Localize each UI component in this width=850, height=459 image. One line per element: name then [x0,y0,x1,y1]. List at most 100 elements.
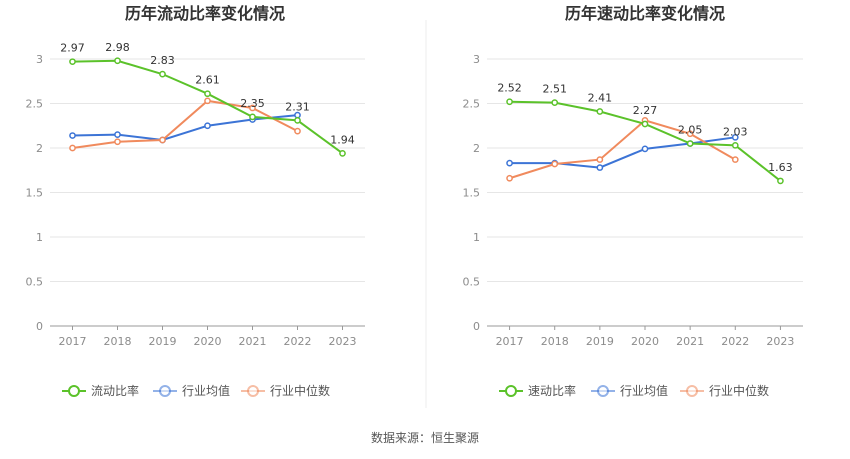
current-ratio-chart: 历年流动比率变化情况 0 0.5 1 1.5 2 2.5 3 2017 2018 2019 2020… [26,4,365,398]
legend-label: 速动比率 [528,383,576,398]
data-point [159,136,166,144]
data-point [686,140,694,147]
series-line [509,136,736,169]
legend-item[interactable]: 速动比率 [499,383,576,398]
y-tick-label: 0.5 [463,276,481,289]
data-point [506,159,513,167]
legend-marker [505,385,517,397]
data-point [731,141,739,149]
legend-label: 流动比率 [91,383,139,398]
data-point [69,144,76,152]
y-tick-label: 0 [473,320,480,333]
data-point [731,133,739,141]
data-point [204,90,211,98]
legend-item[interactable]: 行业均值 [591,383,668,398]
data-point [159,70,166,78]
data-label: 2.52 [497,82,522,95]
series-line [72,99,298,149]
quick-ratio-chart: 历年速动比率变化情况 0 0.5 1 1.5 2 2.5 3 2017 2018 2019 2020… [463,4,803,398]
data-label: 1.94 [330,133,355,146]
data-point [249,113,256,121]
data-point [777,177,784,185]
data-point [596,164,604,171]
legend-marker [686,385,698,397]
data-label: 1.63 [768,161,793,174]
y-tick-label: 0 [36,320,43,333]
x-tick-label: 2017 [59,335,87,348]
legend-label: 行业中位数 [709,383,769,398]
data-point [339,149,346,157]
source-label: 数据来源：恒生聚源 [371,430,479,445]
legend-label: 行业均值 [620,383,668,398]
legend-item[interactable]: 行业中位数 [241,383,330,398]
x-tick-label: 2021 [676,335,704,348]
y-tick-label: 0.5 [26,276,44,289]
x-tick-label: 2021 [239,335,267,348]
data-point [686,130,694,138]
x-tick-label: 2018 [541,335,569,348]
series-line [72,114,298,142]
data-label: 2.05 [678,124,703,137]
data-point [69,58,76,66]
y-tick-label: 3 [473,53,480,66]
series-line [509,119,736,180]
y-tick-label: 1 [36,231,43,244]
y-tick-label: 3 [36,53,43,66]
data-point [294,127,301,135]
data-point [506,98,513,106]
data-label: 2.31 [285,100,310,113]
x-tick-label: 2020 [194,335,222,348]
data-point [596,156,604,163]
y-tick-label: 1.5 [463,187,481,200]
data-label: 2.27 [633,104,658,117]
data-label: 2.03 [723,125,748,138]
legend-label: 行业中位数 [270,383,330,398]
x-tick-label: 2019 [586,335,614,348]
data-point [294,117,301,124]
legend-marker [597,385,609,397]
x-tick-label: 2017 [496,335,524,348]
data-label: 2.98 [105,41,130,54]
x-tick-label: 2018 [104,335,132,348]
y-tick-label: 1 [473,231,480,244]
x-tick-label: 2022 [721,335,749,348]
data-label: 2.35 [240,97,265,110]
chart-title: 历年速动比率变化情况 [565,4,725,23]
data-label: 2.97 [60,42,85,55]
data-point [114,138,121,146]
data-point [641,145,649,153]
data-label: 2.61 [195,74,220,87]
legend-item[interactable]: 行业中位数 [680,383,769,398]
x-tick-label: 2019 [149,335,177,348]
x-tick-label: 2020 [631,335,659,348]
y-tick-label: 2 [473,142,480,155]
data-point [596,108,604,115]
data-point [551,99,559,106]
data-point [204,97,211,105]
legend-label: 行业均值 [182,383,230,398]
x-tick-label: 2023 [766,335,794,348]
data-point [69,132,76,139]
legend-marker [247,385,259,397]
legend-marker [68,385,80,397]
data-point [114,57,121,65]
chart-title: 历年流动比率变化情况 [125,4,285,23]
y-tick-label: 2.5 [26,98,44,111]
data-point [114,131,121,138]
legend-item[interactable]: 流动比率 [62,383,139,398]
y-tick-label: 2 [36,142,43,155]
data-point [249,104,256,112]
legend-marker [159,385,171,397]
data-label: 2.41 [588,92,613,105]
data-point [204,122,211,130]
data-label: 2.51 [542,83,567,96]
x-tick-label: 2022 [284,335,312,348]
y-tick-label: 2.5 [463,98,481,111]
data-point [506,174,513,182]
data-point [551,160,559,168]
data-point [731,156,739,163]
data-label: 2.83 [150,54,175,67]
legend-item[interactable]: 行业均值 [153,383,230,398]
y-tick-label: 1.5 [26,187,44,200]
